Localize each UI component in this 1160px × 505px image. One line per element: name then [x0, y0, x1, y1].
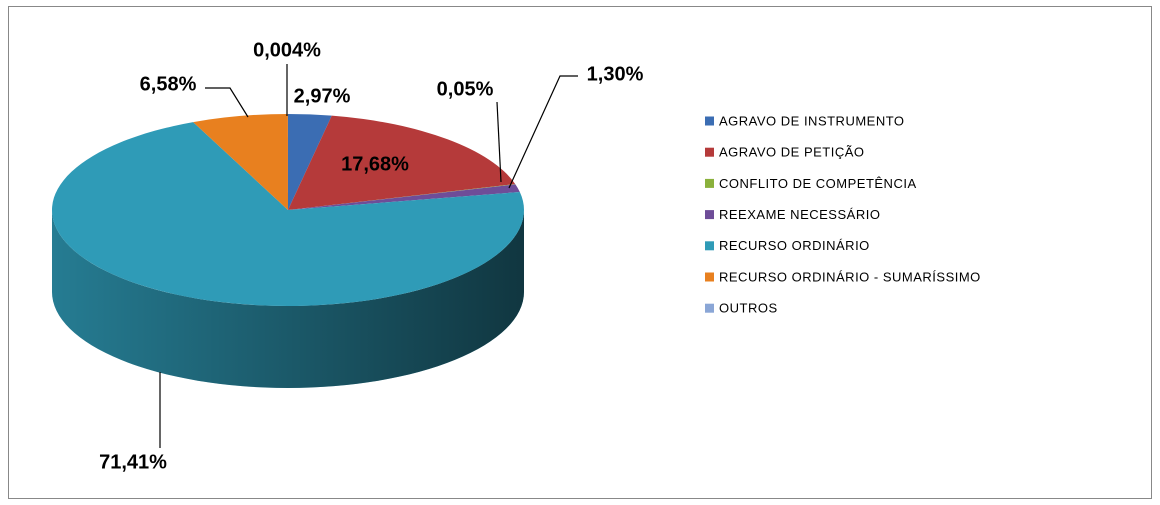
legend-swatch: [705, 210, 714, 220]
legend-swatch: [705, 272, 714, 282]
pie-slice: [288, 184, 520, 210]
legend-swatch: [705, 303, 714, 313]
data-label: 6,58%: [140, 73, 197, 95]
pie: [52, 114, 525, 388]
pie-side-shade: [52, 210, 524, 388]
data-label: 0,004%: [253, 39, 321, 61]
legend-label: CONFLITO DE COMPETÊNCIA: [719, 176, 917, 191]
legend-label: OUTROS: [719, 301, 778, 316]
data-label: 1,30%: [587, 63, 644, 85]
leader-lines: [159, 64, 578, 448]
legend-swatch: [705, 147, 714, 157]
legend-label: RECURSO ORDINÁRIO - SUMARÍSSIMO: [719, 269, 981, 284]
pie-slice: [288, 184, 516, 210]
legend-swatch: [705, 116, 714, 126]
data-label: 0,05%: [437, 78, 494, 100]
data-label: 17,68%: [341, 153, 409, 175]
data-label: 2,97%: [294, 85, 351, 107]
pie-slice: [288, 114, 332, 210]
data-label: 71,41%: [99, 451, 167, 473]
legend-label: AGRAVO DE INSTRUMENTO: [719, 113, 905, 128]
pie-slice: [288, 115, 516, 210]
legend-label: AGRAVO DE PETIÇÃO: [719, 145, 865, 160]
legend-label: RECURSO ORDINÁRIO: [719, 238, 870, 253]
legend-label: REEXAME NECESSÁRIO: [719, 207, 880, 222]
pie-slice: [52, 122, 525, 306]
legend-swatch: [705, 178, 714, 188]
legend-swatch: [705, 241, 714, 251]
pie-slice: [193, 114, 288, 210]
